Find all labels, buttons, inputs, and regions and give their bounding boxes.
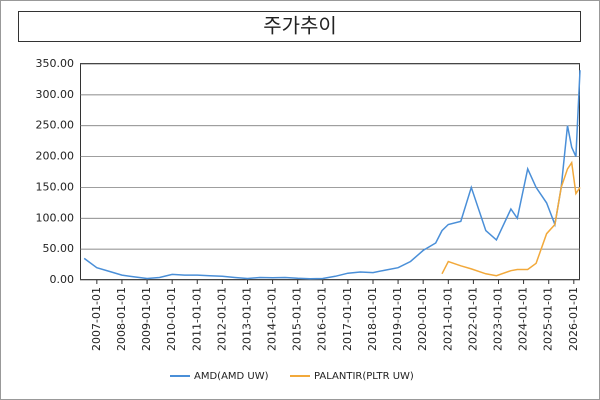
x-tick-label: 2024-01-01 bbox=[517, 287, 530, 351]
x-tick-label: 2015-01-01 bbox=[291, 287, 304, 351]
legend-label: AMD(AMD UW) bbox=[194, 371, 269, 382]
x-tick-label: 2018-01-01 bbox=[366, 287, 379, 351]
y-tick-label: 350.00 bbox=[36, 57, 75, 70]
x-tick-label: 2026-01-01 bbox=[567, 287, 580, 351]
x-tick-label: 2019-01-01 bbox=[391, 287, 404, 351]
y-tick-label: 200.00 bbox=[36, 150, 75, 163]
series-line bbox=[83, 70, 581, 280]
x-tick-label: 2023-01-01 bbox=[491, 287, 504, 351]
x-tick-label: 2007-01-01 bbox=[90, 287, 103, 351]
legend-label: PALANTIR(PLTR UW) bbox=[314, 371, 414, 382]
x-tick-label: 2009-01-01 bbox=[140, 287, 153, 351]
plot-area bbox=[80, 63, 580, 280]
chart-title: 주가추이 bbox=[263, 14, 337, 38]
series-line bbox=[441, 160, 581, 277]
x-tick-label: 2017-01-01 bbox=[341, 287, 354, 351]
x-tick-label: 2011-01-01 bbox=[190, 287, 203, 351]
y-tick-label: 100.00 bbox=[36, 211, 75, 224]
x-tick-label: 2025-01-01 bbox=[542, 287, 555, 351]
title-box bbox=[18, 11, 581, 42]
x-tick-label: 2020-01-01 bbox=[416, 287, 429, 351]
x-tick-label: 2021-01-01 bbox=[441, 287, 454, 351]
y-tick-label: 300.00 bbox=[36, 88, 75, 101]
x-tick-label: 2016-01-01 bbox=[316, 287, 329, 351]
y-tick-label: 150.00 bbox=[36, 180, 75, 193]
x-tick-label: 2014-01-01 bbox=[266, 287, 279, 351]
x-tick-label: 2012-01-01 bbox=[215, 287, 228, 351]
x-tick-label: 2022-01-01 bbox=[466, 287, 479, 351]
x-tick-label: 2008-01-01 bbox=[115, 287, 128, 351]
x-tick-label: 2013-01-01 bbox=[240, 287, 253, 351]
y-tick-label: 50.00 bbox=[43, 242, 75, 255]
y-tick-label: 0.00 bbox=[50, 273, 75, 286]
x-tick-label: 2010-01-01 bbox=[165, 287, 178, 351]
y-tick-label: 250.00 bbox=[36, 119, 75, 132]
